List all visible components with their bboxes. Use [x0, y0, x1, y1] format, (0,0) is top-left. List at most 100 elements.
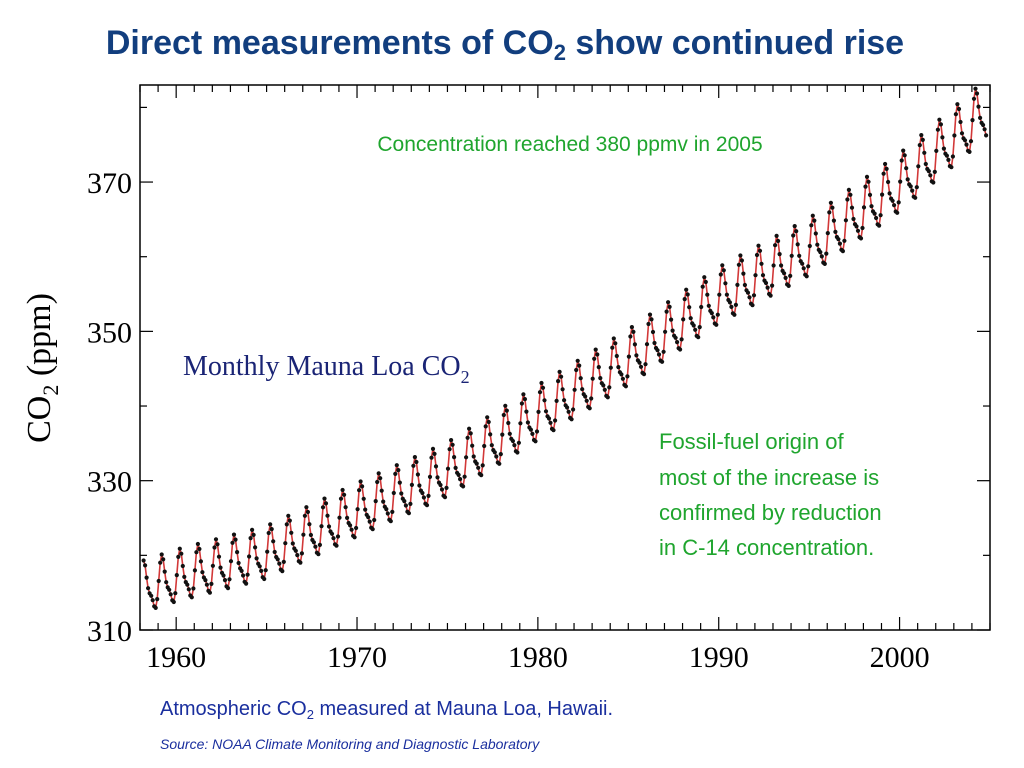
data-point — [807, 243, 812, 249]
data-point — [429, 455, 434, 460]
data-point — [809, 223, 814, 228]
data-point — [458, 477, 463, 482]
data-point — [474, 461, 479, 466]
data-point — [216, 554, 222, 559]
data-point — [970, 118, 975, 123]
data-point — [806, 264, 811, 269]
data-point — [667, 304, 672, 309]
data-point — [467, 426, 472, 431]
annotation-fossil-fuel: Fossil-fuel origin of most of the increa… — [659, 429, 888, 560]
data-point — [843, 218, 849, 223]
data-point — [433, 464, 439, 469]
data-point — [412, 455, 417, 460]
x-tick-label: 2000 — [870, 641, 930, 674]
data-point — [666, 300, 671, 305]
data-point — [453, 465, 458, 470]
data-point — [442, 495, 448, 500]
data-point — [874, 215, 879, 221]
data-point — [397, 480, 402, 485]
data-point — [414, 459, 419, 465]
data-point — [837, 241, 843, 246]
data-point — [275, 557, 280, 562]
data-point — [361, 496, 366, 501]
data-point — [391, 490, 396, 496]
data-point — [626, 354, 632, 359]
data-point — [616, 365, 621, 370]
data-point — [192, 568, 197, 573]
data-point — [227, 577, 232, 582]
data-point — [221, 573, 226, 578]
data-point — [904, 166, 909, 171]
data-point — [373, 499, 378, 504]
data-point — [896, 200, 901, 205]
data-point — [525, 420, 531, 425]
data-point — [742, 282, 748, 288]
data-point — [427, 474, 433, 479]
data-point — [786, 283, 791, 288]
data-point — [489, 443, 494, 448]
inset-title-main: Monthly Mauna Loa CO — [183, 351, 461, 382]
data-point — [629, 325, 635, 330]
data-point — [828, 200, 834, 205]
data-point — [402, 499, 407, 504]
data-point — [833, 229, 838, 234]
data-point — [153, 605, 158, 611]
data-point — [788, 273, 793, 278]
data-point — [718, 272, 723, 277]
data-point — [741, 271, 746, 276]
chart-caption: Atmospheric CO2 measured at Mauna Loa, H… — [160, 698, 613, 722]
data-point — [641, 372, 647, 377]
data-point — [679, 337, 684, 342]
data-point — [688, 316, 693, 321]
inset-title-subscript: 2 — [461, 367, 470, 387]
data-point — [607, 385, 612, 390]
y-axis-label-rest: (ppm) — [21, 293, 58, 385]
data-point — [619, 372, 624, 377]
data-point — [637, 360, 642, 365]
annotation-reached-380: Concentration reached 380 ppmv in 2005 — [377, 133, 762, 156]
data-point — [293, 548, 298, 553]
data-point — [316, 552, 321, 557]
data-point — [372, 517, 377, 523]
annotation-fossil-line-2: most of the increase is — [659, 465, 879, 490]
data-point — [156, 578, 161, 584]
data-point — [233, 537, 238, 542]
data-point — [881, 171, 886, 176]
data-point — [189, 595, 194, 600]
data-point — [286, 513, 291, 518]
data-point — [394, 463, 399, 468]
data-point — [968, 139, 974, 144]
data-point — [590, 376, 595, 381]
data-point — [935, 127, 941, 132]
data-point — [393, 471, 398, 476]
data-point — [854, 224, 859, 229]
data-point — [932, 169, 937, 174]
data-point — [736, 262, 742, 267]
data-point — [727, 300, 733, 305]
data-point — [869, 204, 874, 209]
data-point — [146, 586, 151, 591]
data-point — [714, 322, 719, 327]
data-point — [770, 283, 775, 288]
data-point — [800, 261, 805, 266]
data-point — [691, 323, 696, 328]
data-point — [290, 541, 295, 546]
data-point — [880, 192, 885, 197]
data-point — [739, 258, 745, 263]
data-point — [482, 443, 487, 449]
data-point — [685, 292, 690, 297]
data-point — [367, 519, 372, 524]
data-point — [759, 261, 764, 266]
data-point — [638, 364, 644, 369]
caption-main: Atmospheric CO — [160, 698, 307, 720]
data-point — [623, 384, 629, 389]
data-point — [158, 560, 163, 565]
data-point — [782, 271, 787, 276]
data-point — [898, 179, 903, 184]
data-point — [426, 493, 431, 498]
data-point — [608, 365, 613, 370]
data-point — [141, 558, 146, 563]
data-point — [384, 507, 389, 512]
data-point — [810, 213, 815, 218]
data-point — [938, 122, 944, 127]
